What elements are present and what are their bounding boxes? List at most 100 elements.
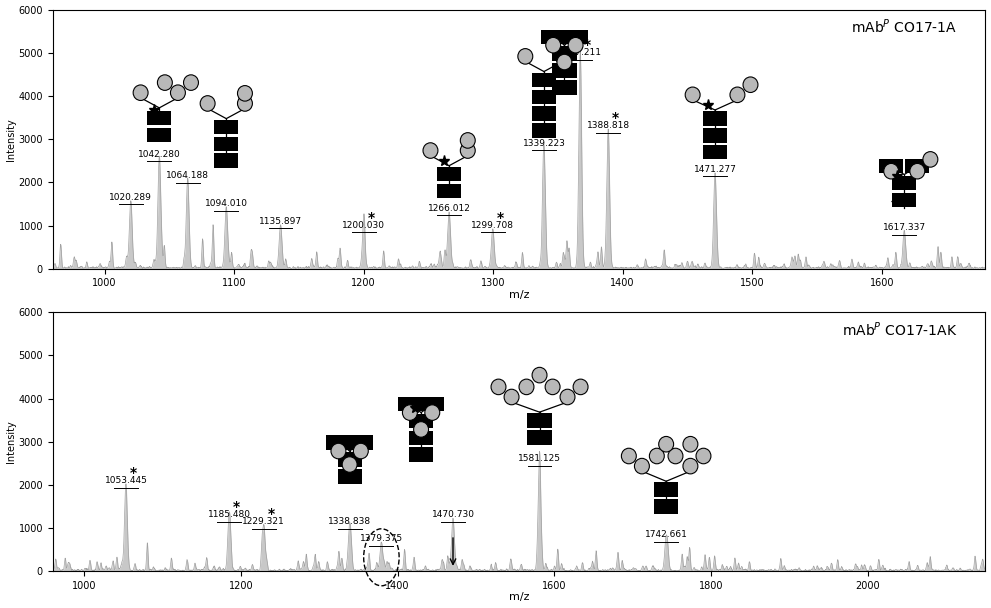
- Ellipse shape: [342, 457, 357, 472]
- Ellipse shape: [668, 448, 683, 464]
- Bar: [147, 128, 171, 142]
- Bar: [654, 499, 678, 514]
- Text: 1742.661: 1742.661: [645, 530, 688, 539]
- Bar: [703, 128, 727, 142]
- Ellipse shape: [683, 458, 698, 474]
- Bar: [541, 30, 565, 44]
- Text: 1094.010: 1094.010: [205, 199, 248, 209]
- Bar: [532, 106, 556, 121]
- Bar: [437, 184, 461, 198]
- Text: *: *: [612, 111, 619, 125]
- Bar: [532, 123, 556, 138]
- Ellipse shape: [555, 49, 570, 64]
- Ellipse shape: [532, 367, 547, 383]
- Bar: [892, 193, 917, 207]
- Bar: [349, 435, 373, 450]
- X-axis label: m/z: m/z: [508, 592, 529, 603]
- Ellipse shape: [568, 38, 583, 53]
- Ellipse shape: [504, 389, 519, 405]
- Ellipse shape: [354, 443, 369, 459]
- Bar: [552, 63, 577, 78]
- Bar: [532, 89, 556, 104]
- Bar: [564, 30, 588, 44]
- Text: 1470.730: 1470.730: [431, 511, 475, 519]
- Text: 1388.818: 1388.818: [587, 122, 629, 131]
- Ellipse shape: [402, 405, 417, 420]
- Bar: [214, 137, 239, 151]
- Ellipse shape: [683, 437, 698, 452]
- Ellipse shape: [200, 95, 215, 111]
- Bar: [905, 159, 930, 173]
- Ellipse shape: [491, 379, 506, 395]
- Text: 1042.280: 1042.280: [138, 150, 180, 159]
- Text: 1299.708: 1299.708: [472, 221, 514, 230]
- Ellipse shape: [884, 164, 899, 179]
- Bar: [147, 111, 171, 125]
- Bar: [409, 430, 433, 445]
- Y-axis label: Intensity: Intensity: [6, 420, 16, 463]
- Text: 1471.277: 1471.277: [694, 165, 736, 174]
- Ellipse shape: [519, 379, 534, 395]
- Bar: [654, 482, 678, 497]
- Bar: [552, 80, 577, 95]
- Bar: [409, 447, 433, 462]
- Text: *: *: [584, 38, 591, 52]
- Text: 1135.897: 1135.897: [259, 216, 302, 226]
- Bar: [326, 435, 351, 450]
- Text: 1266.012: 1266.012: [428, 204, 471, 213]
- Ellipse shape: [573, 379, 588, 395]
- Ellipse shape: [518, 49, 533, 64]
- Ellipse shape: [696, 448, 711, 464]
- Ellipse shape: [634, 458, 649, 474]
- Ellipse shape: [730, 87, 745, 103]
- Ellipse shape: [460, 133, 476, 148]
- Bar: [338, 452, 362, 467]
- Text: 1064.188: 1064.188: [166, 171, 209, 180]
- Ellipse shape: [560, 389, 575, 405]
- Ellipse shape: [685, 87, 700, 103]
- Ellipse shape: [170, 85, 185, 100]
- Bar: [552, 46, 577, 61]
- Text: 1581.125: 1581.125: [518, 454, 561, 463]
- Ellipse shape: [425, 405, 440, 420]
- Ellipse shape: [133, 85, 148, 100]
- Ellipse shape: [649, 448, 664, 464]
- Bar: [420, 397, 444, 412]
- Bar: [397, 397, 422, 412]
- Text: 1053.445: 1053.445: [104, 476, 148, 485]
- Ellipse shape: [621, 448, 636, 464]
- Ellipse shape: [557, 54, 572, 70]
- Text: 1185.480: 1185.480: [208, 511, 251, 519]
- Ellipse shape: [546, 38, 561, 53]
- Bar: [437, 167, 461, 181]
- Bar: [214, 120, 239, 134]
- Text: 1200.030: 1200.030: [342, 221, 385, 230]
- Bar: [338, 469, 362, 483]
- Bar: [527, 413, 552, 428]
- Bar: [527, 430, 552, 444]
- Ellipse shape: [923, 151, 937, 167]
- Bar: [703, 145, 727, 159]
- Text: 1379.375: 1379.375: [360, 534, 403, 544]
- Y-axis label: Intensity: Intensity: [6, 118, 16, 161]
- Ellipse shape: [413, 422, 428, 437]
- Bar: [409, 414, 433, 428]
- Text: 1338.838: 1338.838: [328, 517, 372, 526]
- Ellipse shape: [460, 143, 476, 158]
- Ellipse shape: [423, 143, 438, 158]
- Text: *: *: [130, 466, 137, 480]
- X-axis label: m/z: m/z: [508, 290, 529, 300]
- Bar: [214, 153, 239, 168]
- Bar: [703, 111, 727, 126]
- Text: *: *: [268, 507, 275, 521]
- Text: mAb$^P$ CO17-1AK: mAb$^P$ CO17-1AK: [842, 320, 957, 339]
- Ellipse shape: [545, 379, 560, 395]
- Ellipse shape: [183, 75, 198, 91]
- Bar: [892, 176, 917, 190]
- Ellipse shape: [238, 95, 253, 111]
- Text: 1617.337: 1617.337: [883, 223, 926, 232]
- Text: mAb$^P$ CO17-1A: mAb$^P$ CO17-1A: [851, 18, 957, 36]
- Ellipse shape: [659, 437, 674, 452]
- Bar: [879, 159, 904, 173]
- Text: 1020.289: 1020.289: [109, 193, 153, 202]
